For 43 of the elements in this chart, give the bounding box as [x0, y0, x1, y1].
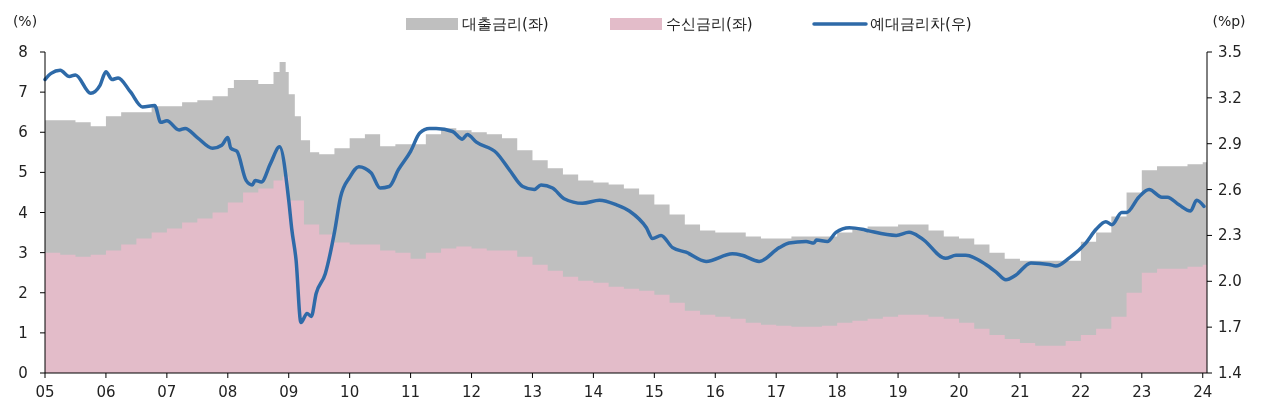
legend-label: 수신금리(좌) [666, 15, 753, 33]
x-tick-label: 09 [279, 383, 299, 401]
y-tick-label: 6 [18, 123, 28, 142]
x-tick-label: 23 [1132, 383, 1152, 401]
y2-tick-label: 2.6 [1218, 180, 1242, 199]
x-tick-label: 07 [157, 383, 177, 401]
y-tick-label: 0 [18, 364, 28, 382]
y2-tick-label: 1.7 [1218, 318, 1242, 337]
y2-axis-title: (%p) [1212, 13, 1246, 29]
x-tick-label: 05 [35, 383, 55, 401]
y2-tick-label: 2.0 [1218, 272, 1242, 291]
x-tick-label: 21 [1010, 383, 1030, 401]
y2-tick-label: 3.2 [1218, 88, 1242, 107]
x-tick-label: 06 [96, 383, 116, 401]
x-tick-label: 19 [888, 383, 908, 401]
y-tick-label: 1 [18, 323, 28, 342]
legend-label: 예대금리차(우) [870, 15, 972, 33]
x-tick-label: 08 [218, 383, 238, 401]
x-tick-label: 18 [827, 383, 847, 401]
x-tick-label: 12 [461, 383, 482, 401]
y-tick-label: 7 [18, 83, 28, 102]
y2-tick-label: 3.5 [1218, 43, 1242, 61]
x-tick-label: 17 [766, 383, 786, 401]
x-tick-label: 15 [644, 383, 664, 401]
x-tick-label: 22 [1071, 383, 1091, 401]
x-tick-label: 24 [1193, 383, 1213, 401]
x-tick-label: 10 [340, 383, 360, 401]
y-tick-label: 4 [18, 203, 28, 222]
x-tick-label: 14 [583, 383, 603, 401]
legend-label: 대출금리(좌) [462, 15, 549, 33]
y-tick-label: 3 [18, 243, 28, 262]
y-tick-label: 8 [18, 43, 28, 61]
y2-tick-label: 1.4 [1218, 364, 1242, 382]
line-series [43, 68, 1206, 325]
y2-tick-label: 2.3 [1218, 226, 1242, 245]
x-tick-label: 13 [522, 383, 543, 401]
y-tick-label: 2 [18, 283, 28, 302]
x-tick-label: 20 [949, 383, 969, 401]
y-axis-title: (%) [12, 13, 38, 29]
y2-tick-label: 2.9 [1218, 134, 1242, 153]
y-tick-label: 5 [18, 163, 28, 182]
x-tick-label: 11 [401, 383, 421, 401]
x-tick-label: 16 [705, 383, 725, 401]
